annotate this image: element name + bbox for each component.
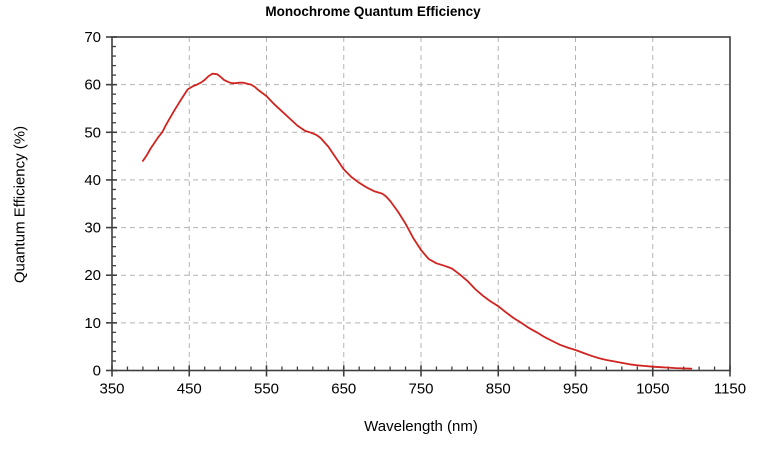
x-tick-label: 850 [486, 381, 511, 398]
x-tick-label: 650 [331, 381, 356, 398]
y-tick-label: 30 [84, 220, 101, 237]
y-tick-label: 10 [84, 315, 101, 332]
y-tick-label: 60 [84, 77, 101, 94]
x-tick-label: 1050 [636, 381, 669, 398]
x-tick-label: 950 [563, 381, 588, 398]
plot-frame [111, 36, 731, 372]
y-tick-label: 40 [84, 172, 101, 189]
chart-title: Monochrome Quantum Efficiency [265, 4, 481, 19]
y-tick-label: 20 [84, 267, 101, 284]
x-tick-label: 450 [177, 381, 202, 398]
x-tick-label: 350 [99, 381, 124, 398]
x-tick-label: 550 [254, 381, 279, 398]
x-axis-label: Wavelength (nm) [364, 418, 478, 435]
x-tick-label: 750 [408, 381, 433, 398]
y-tick-label: 70 [84, 29, 101, 46]
y-tick-label: 0 [93, 363, 101, 380]
y-axis-label: Quantum Efficiency (%) [11, 125, 29, 284]
y-tick-label: 50 [84, 124, 101, 141]
x-tick-label: 1150 [714, 381, 746, 398]
qe-curve [142, 72, 693, 370]
